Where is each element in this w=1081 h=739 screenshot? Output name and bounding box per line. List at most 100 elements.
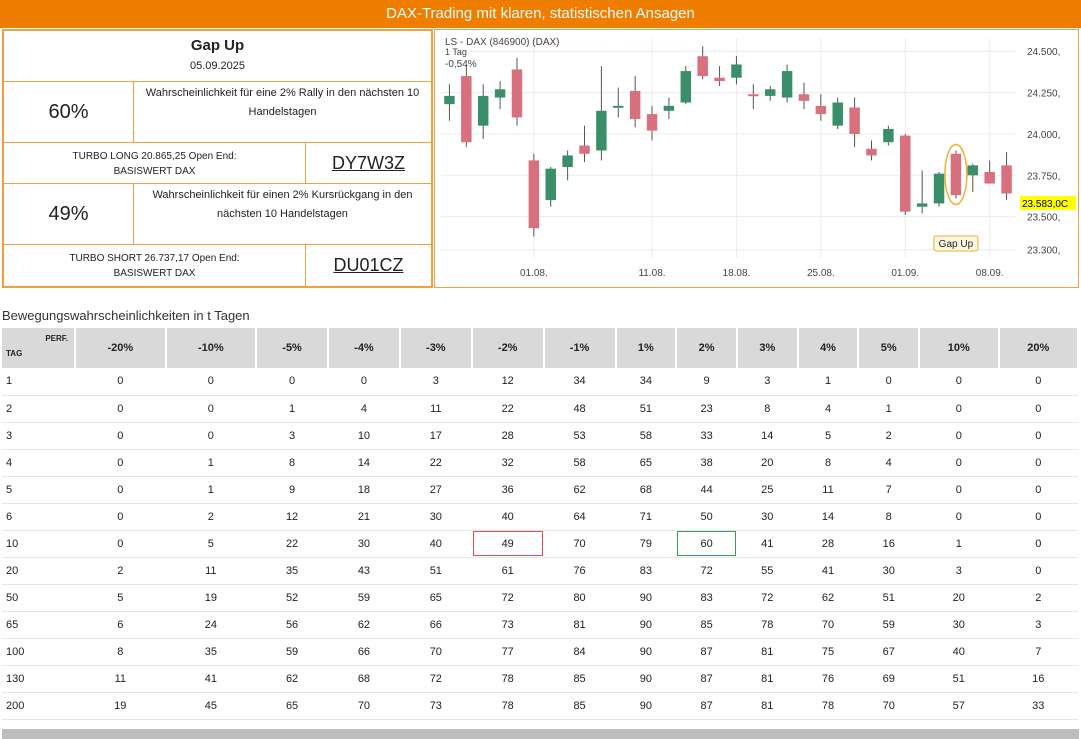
table-cell: 85 xyxy=(543,692,616,720)
table-cell: 3 xyxy=(256,422,328,450)
info-panel: Gap Up 05.09.2025 60% Wahrscheinlichkeit… xyxy=(2,29,433,288)
corner-perf-label: PERF. xyxy=(45,334,68,343)
row-day-label: 4 xyxy=(2,449,75,477)
table-cell: 62 xyxy=(256,665,328,693)
table-cell: 41 xyxy=(736,530,798,558)
table-cell: 81 xyxy=(543,611,616,639)
table-cell: 62 xyxy=(797,584,859,612)
table-cell: 5 xyxy=(75,584,166,612)
table-cell: 8 xyxy=(256,449,328,477)
candle-body xyxy=(1001,165,1012,194)
table-cell: 4 xyxy=(328,395,400,423)
table-cell: 69 xyxy=(858,665,920,693)
table-body: 1 0 0 0 0 3 12 34 34 9 3 1 0 0 0 2 0 0 1 4 11 22 48 51 23 8 4 1 0 0 3 0… xyxy=(2,368,1078,720)
table-cell: 14 xyxy=(328,449,400,477)
table-cell: 68 xyxy=(615,476,677,504)
table-cell: 4 xyxy=(858,449,920,477)
table-cell: 41 xyxy=(797,557,859,585)
table-cell: 44 xyxy=(676,476,737,504)
table-cell: 38 xyxy=(676,449,737,477)
candle-body xyxy=(494,89,506,98)
table-row: 65 6 24 56 62 66 73 81 90 85 78 70 59 30 3 xyxy=(2,611,1078,639)
table-cell: 16 xyxy=(858,530,920,558)
table-cell: 22 xyxy=(399,449,472,477)
table-cell: 0 xyxy=(256,368,328,396)
candle-body xyxy=(646,114,658,131)
table-cell: 23 xyxy=(676,395,737,423)
table-cell: 0 xyxy=(919,368,999,396)
table-cell: 41 xyxy=(165,665,257,693)
table-cell: 87 xyxy=(676,638,737,666)
candle-body xyxy=(900,135,911,212)
column-header: -4% xyxy=(328,328,401,368)
table-cell: 40 xyxy=(399,530,472,558)
candle-body xyxy=(579,145,590,154)
table-cell: 0 xyxy=(919,422,999,450)
banner-title: DAX-Trading mit klaren, statistischen An… xyxy=(0,0,1081,28)
table-cell: 72 xyxy=(676,557,737,585)
table-cell: 0 xyxy=(919,476,999,504)
table-row: 2 0 0 1 4 11 22 48 51 23 8 4 1 0 0 xyxy=(2,395,1078,423)
table-cell: 40 xyxy=(919,638,999,666)
table-cell: 17 xyxy=(399,422,472,450)
table-cell: 16 xyxy=(998,665,1078,693)
table-cell: 58 xyxy=(615,422,677,450)
table-cell: 72 xyxy=(736,584,798,612)
table-cell: 55 xyxy=(736,557,798,585)
turbo-short-wkn-link[interactable]: DU01CZ xyxy=(305,244,432,287)
corner-tag-label: TAG xyxy=(6,349,23,358)
last-price-tag xyxy=(1020,195,1076,210)
table-cell: 77 xyxy=(471,638,544,666)
table-cell: 0 xyxy=(75,422,166,450)
table-cell: 84 xyxy=(543,638,616,666)
table-cell: 33 xyxy=(998,692,1078,720)
table-cell: 90 xyxy=(615,692,677,720)
table-cell: 85 xyxy=(676,611,737,639)
table-cell: 81 xyxy=(736,638,798,666)
table-cell: 87 xyxy=(676,692,737,720)
table-cell: 78 xyxy=(736,611,798,639)
column-header: 20% xyxy=(998,328,1079,368)
gap-up-label-box xyxy=(933,235,979,252)
table-cell: 3 xyxy=(919,557,999,585)
table-cell: 1 xyxy=(165,476,257,504)
table-cell: 0 xyxy=(998,476,1078,504)
table-cell: 0 xyxy=(919,449,999,477)
table-cell: 30 xyxy=(328,530,400,558)
candle-body xyxy=(528,160,540,229)
table-header-row: PERF. TAG -20% -10% -5% -4% -3% -2% -1% 1% 2% 3% 4… xyxy=(2,328,1079,368)
table-cell: 25 xyxy=(736,476,798,504)
table-cell: 62 xyxy=(543,476,616,504)
table-cell: 8 xyxy=(75,638,166,666)
table-cell: 0 xyxy=(328,368,400,396)
turbo-long-wkn-link[interactable]: DY7W3Z xyxy=(305,142,432,184)
table-cell: 70 xyxy=(858,692,920,720)
candle-body xyxy=(984,171,995,184)
table-cell: 19 xyxy=(165,584,257,612)
table-cell: 0 xyxy=(998,422,1078,450)
gap-header: Gap Up 05.09.2025 xyxy=(3,30,432,82)
table-cell: 6 xyxy=(75,611,166,639)
table-cell: 45 xyxy=(165,692,257,720)
table-cell: 0 xyxy=(75,395,166,423)
candle-body xyxy=(663,105,675,111)
table-cell: 57 xyxy=(919,692,999,720)
x-tick-label: 11.08. xyxy=(638,268,665,279)
row-day-label: 50 xyxy=(2,584,75,612)
table-cell: 70 xyxy=(328,692,400,720)
table-cell: 59 xyxy=(858,611,920,639)
table-cell: 28 xyxy=(797,530,859,558)
table-cell: 19 xyxy=(75,692,166,720)
gap-date: 05.09.2025 xyxy=(189,60,246,72)
row-day-label: 2 xyxy=(2,395,75,423)
table-cell: 20 xyxy=(736,449,798,477)
table-cell: 7 xyxy=(998,638,1078,666)
table-cell: 11 xyxy=(797,476,859,504)
table-cell: 53 xyxy=(543,422,616,450)
table-cell: 5 xyxy=(797,422,859,450)
column-header: 1% xyxy=(615,328,678,368)
candle-body xyxy=(883,128,894,143)
table-cell: 64 xyxy=(543,503,616,531)
table-cell: 20 xyxy=(919,584,999,612)
column-header: 4% xyxy=(797,328,860,368)
